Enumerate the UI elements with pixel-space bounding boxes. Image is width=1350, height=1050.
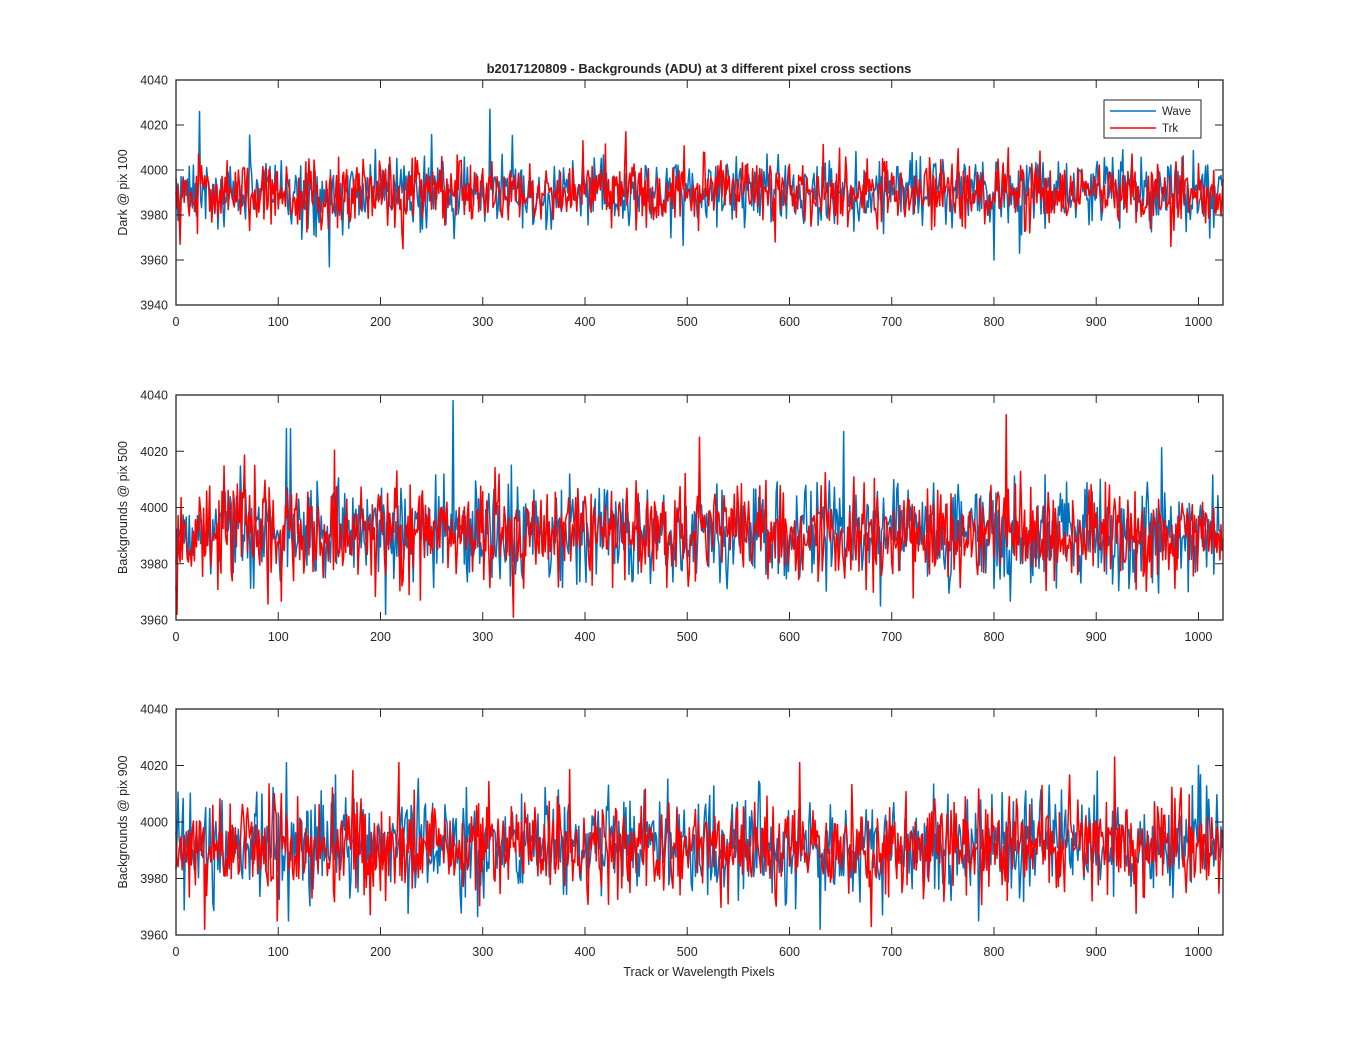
x-tick-label: 600 bbox=[779, 315, 800, 329]
y-tick-label: 4000 bbox=[140, 816, 168, 830]
legend: Wave Trk bbox=[1103, 99, 1202, 139]
x-tick-label: 900 bbox=[1086, 315, 1107, 329]
y-tick-label: 4040 bbox=[140, 389, 168, 403]
x-tick-label: 1000 bbox=[1185, 945, 1213, 959]
x-tick-label: 900 bbox=[1086, 630, 1107, 644]
x-tick-label: 700 bbox=[881, 945, 902, 959]
axes-box bbox=[175, 79, 1224, 306]
legend-box bbox=[1103, 99, 1202, 139]
y-tick-label: 3940 bbox=[140, 299, 168, 313]
y-tick-label: 3960 bbox=[140, 254, 168, 268]
x-tick-label: 500 bbox=[677, 945, 698, 959]
x-tick-label: 700 bbox=[881, 630, 902, 644]
y-tick-label: 4020 bbox=[140, 759, 168, 773]
x-tick-label: 0 bbox=[173, 315, 180, 329]
x-tick-label: 400 bbox=[575, 315, 596, 329]
x-tick-label: 800 bbox=[984, 630, 1005, 644]
x-tick-label: 200 bbox=[370, 315, 391, 329]
x-tick-label: 100 bbox=[268, 315, 289, 329]
y-tick-label: 3960 bbox=[140, 929, 168, 943]
series-line-trk bbox=[175, 413, 1224, 618]
x-tick-label: 200 bbox=[370, 630, 391, 644]
x-tick-label: 0 bbox=[173, 630, 180, 644]
x-tick-label: 0 bbox=[173, 945, 180, 959]
x-tick-label: 1000 bbox=[1185, 630, 1213, 644]
x-tick-label: 1000 bbox=[1185, 315, 1213, 329]
x-tick-label: 600 bbox=[779, 945, 800, 959]
series-line-trk bbox=[175, 131, 1224, 250]
x-tick-label: 900 bbox=[1086, 945, 1107, 959]
y-tick-label: 3960 bbox=[140, 614, 168, 628]
y-tick-label: 3980 bbox=[140, 872, 168, 886]
x-tick-label: 800 bbox=[984, 315, 1005, 329]
panel-backgrounds-pix-900: 0 100 200 300 400 500 600 700 800 900 1000 3960 3980… bbox=[116, 703, 1224, 959]
y-axis-label: Backgrounds @ pix 500 bbox=[116, 441, 130, 574]
y-tick-label: 3980 bbox=[140, 209, 168, 223]
x-tick-label: 600 bbox=[779, 630, 800, 644]
x-tick-label: 400 bbox=[575, 630, 596, 644]
y-tick-label: 4040 bbox=[140, 703, 168, 717]
x-tick-label: 300 bbox=[472, 945, 493, 959]
y-tick-label: 4020 bbox=[140, 119, 168, 133]
y-tick-label: 4040 bbox=[140, 74, 168, 88]
panel-backgrounds-pix-500: 0 100 200 300 400 500 600 700 800 900 1000 3960 3980… bbox=[116, 389, 1224, 644]
y-tick-label: 4000 bbox=[140, 501, 168, 515]
x-tick-label: 500 bbox=[677, 630, 698, 644]
y-axis-label: Backgrounds @ pix 900 bbox=[116, 756, 130, 889]
series-line-wave bbox=[175, 761, 1224, 931]
y-tick-label: 3980 bbox=[140, 557, 168, 571]
y-tick-label: 4020 bbox=[140, 445, 168, 459]
x-tick-label: 100 bbox=[268, 630, 289, 644]
chart-title: b2017120809 - Backgrounds (ADU) at 3 dif… bbox=[487, 61, 912, 76]
series-line-trk bbox=[175, 756, 1224, 931]
legend-trk-label: Trk bbox=[1162, 123, 1178, 135]
x-tick-label: 500 bbox=[677, 315, 698, 329]
x-tick-label: 400 bbox=[575, 945, 596, 959]
x-tick-label: 300 bbox=[472, 630, 493, 644]
y-axis-label: Dark @ pix 100 bbox=[116, 149, 130, 235]
x-tick-label: 700 bbox=[881, 315, 902, 329]
x-tick-label: 800 bbox=[984, 945, 1005, 959]
legend-wave-label: Wave bbox=[1162, 106, 1191, 118]
x-tick-label: 300 bbox=[472, 315, 493, 329]
panel-dark-pix-100: 0 100 200 300 400 500 600 700 800 900 1000 3940 3960… bbox=[116, 74, 1224, 329]
x-tick-label: 200 bbox=[370, 945, 391, 959]
x-axis-label: Track or Wavelength Pixels bbox=[623, 965, 774, 979]
x-tick-label: 100 bbox=[268, 945, 289, 959]
y-tick-label: 4000 bbox=[140, 164, 168, 178]
